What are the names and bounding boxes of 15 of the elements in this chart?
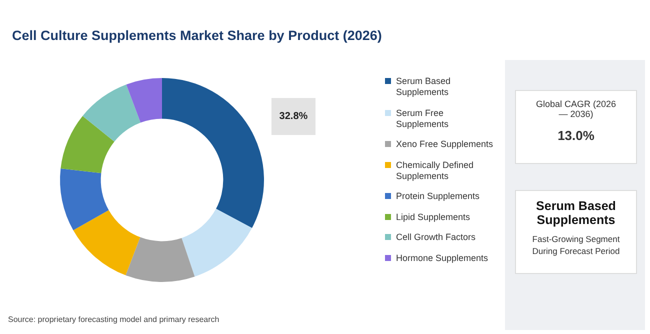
text: Serum Based Supplements	[535, 199, 617, 227]
legend-label: Hormone Supplements	[396, 252, 488, 264]
chart-title: Cell Culture Supplements Market Share by Product (2026)	[12, 28, 382, 43]
legend-label: Lipid Supplements	[396, 212, 470, 222]
legend-label: Cell Growth Factors	[396, 232, 476, 243]
legend-label: Protein Supplements	[396, 191, 480, 202]
legend-label: Serum Free Supplements	[396, 108, 450, 130]
text: Fast-Growing Segment During Forecast Period	[531, 233, 621, 257]
legend-label: Chemically Defined Supplements	[396, 160, 475, 182]
text: Global CAGR (2026 — 2036)	[534, 99, 618, 119]
data-label: 32.8%	[279, 110, 308, 122]
source-note: Source: proprietary forecasting model and primary research	[8, 315, 220, 324]
text: 13.0%	[556, 128, 596, 143]
legend-label: Xeno Free Supplements	[396, 139, 494, 150]
legend-label: Serum Based Supplements	[396, 76, 452, 98]
